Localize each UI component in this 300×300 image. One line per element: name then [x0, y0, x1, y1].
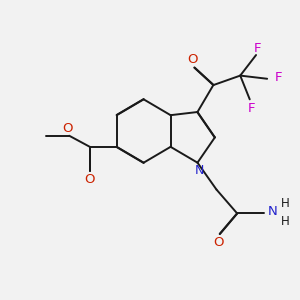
Text: O: O	[85, 173, 95, 186]
Text: H: H	[280, 197, 289, 210]
Text: O: O	[188, 53, 198, 66]
Text: O: O	[213, 236, 223, 249]
Text: F: F	[274, 71, 282, 84]
Text: N: N	[268, 205, 278, 218]
Text: H: H	[280, 215, 289, 228]
Text: F: F	[248, 102, 255, 115]
Text: O: O	[62, 122, 73, 135]
Text: F: F	[254, 42, 261, 55]
Text: N: N	[194, 164, 204, 177]
